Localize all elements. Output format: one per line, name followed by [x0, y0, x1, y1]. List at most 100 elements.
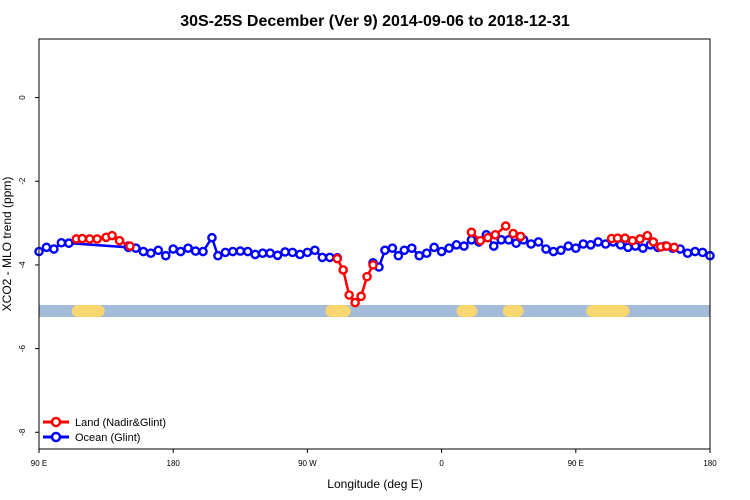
data-point [175, 246, 186, 257]
data-point [488, 241, 499, 251]
data-point [362, 271, 372, 282]
data-point [324, 252, 335, 263]
data-point [64, 238, 74, 248]
data-point [41, 242, 52, 253]
legend-land-marker [50, 416, 62, 428]
data-point [466, 227, 477, 238]
land-series [71, 221, 680, 308]
data-point [213, 250, 223, 261]
x-axis: 90 E 180 90 W 0 90 E 180 [31, 449, 717, 468]
data-point [56, 237, 67, 248]
data-point [160, 250, 171, 261]
y-tick-label: -6 [18, 344, 27, 352]
data-point [220, 247, 231, 258]
data-point [635, 234, 645, 244]
data-point [77, 233, 88, 244]
data-point [84, 234, 95, 244]
data-point [287, 247, 298, 258]
data-point [500, 221, 511, 231]
data-point [556, 245, 566, 256]
data-point [406, 243, 417, 253]
legend: Land (Nadir&Glint) Ocean (Glint) [43, 416, 166, 444]
data-point [638, 243, 648, 253]
data-point [387, 243, 398, 253]
data-point [125, 241, 135, 251]
legend-ocean-label: Ocean (Glint) [75, 432, 140, 444]
y-axis-label: XCO2 - MLO trend (ppm) [0, 177, 14, 312]
y-tick-label: -4 [18, 261, 27, 269]
data-point [265, 248, 275, 259]
data-point [295, 249, 305, 260]
data-point [682, 248, 693, 259]
legend-ocean-marker [50, 431, 62, 443]
data-point [183, 243, 193, 253]
data-point [548, 246, 559, 257]
data-point [578, 239, 589, 249]
data-point [459, 241, 469, 251]
data-point [344, 290, 354, 300]
data-point [508, 228, 518, 239]
series-layer [34, 221, 715, 308]
data-point [168, 244, 178, 254]
data-point [310, 245, 320, 256]
data-point [332, 253, 343, 264]
x-tick-label: 90 W [298, 459, 317, 468]
data-point [421, 248, 432, 259]
data-point [272, 250, 283, 261]
data-point [228, 246, 238, 257]
data-point [380, 245, 390, 256]
series-line [68, 241, 129, 249]
data-point [466, 235, 477, 245]
data-point [690, 246, 700, 257]
data-point [541, 244, 551, 254]
data-point [642, 230, 653, 241]
data-point [451, 240, 462, 250]
data-point [393, 250, 404, 261]
plot-frame [38, 38, 711, 450]
data-point [368, 260, 378, 270]
data-point [153, 245, 164, 256]
x-tick-label: 90 E [568, 459, 584, 468]
y-tick-label: -8 [18, 428, 27, 436]
data-point [620, 233, 630, 243]
data-point [648, 237, 659, 247]
data-point [661, 241, 672, 251]
x-tick-label: 90 E [31, 459, 47, 468]
data-point [490, 229, 501, 240]
data-point [399, 245, 410, 256]
data-point [350, 297, 360, 308]
data-point [138, 246, 149, 257]
data-point [317, 252, 328, 263]
data-point [242, 246, 253, 257]
data-point [114, 235, 125, 246]
data-point [563, 241, 574, 251]
data-point [697, 247, 708, 258]
data-point [533, 237, 544, 247]
data-point [593, 237, 603, 247]
data-point [444, 243, 454, 253]
data-point [107, 230, 117, 241]
data-point [436, 246, 447, 257]
data-point [483, 232, 493, 243]
y-tick-label: 0 [18, 95, 27, 100]
data-point [585, 240, 596, 250]
data-point [429, 242, 439, 253]
data-point [503, 235, 514, 245]
x-tick-label: 180 [167, 459, 181, 468]
data-point [627, 235, 638, 246]
y-axis: 0 -2 -4 -6 -8 [18, 95, 39, 436]
data-point [49, 244, 59, 254]
data-point [356, 291, 366, 302]
data-point [92, 234, 102, 244]
data-point [475, 235, 486, 246]
data-point [669, 242, 680, 253]
data-point [146, 248, 156, 259]
legend-land-label: Land (Nadir&Glint) [75, 417, 166, 429]
data-point [515, 231, 526, 242]
data-point [511, 238, 521, 248]
data-point [571, 243, 581, 253]
data-point [302, 247, 313, 258]
data-point [207, 232, 217, 243]
y-tick-label: -2 [18, 177, 27, 185]
